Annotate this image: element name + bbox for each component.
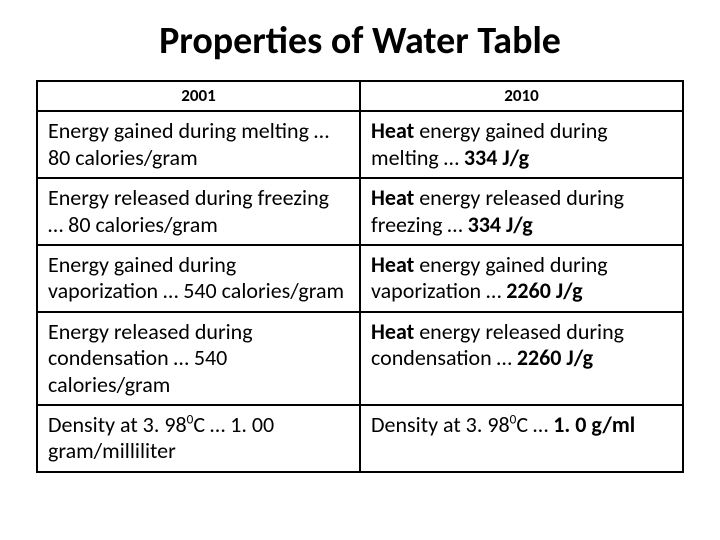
- cell-left: Energy released during freezing … 80 cal…: [37, 178, 360, 245]
- table-row: Density at 3. 980C … 1. 00 gram/millilit…: [37, 405, 683, 472]
- cell-right: Density at 3. 980C … 1. 0 g/ml: [360, 405, 683, 472]
- cell-right: Heat energy gained during vaporization ……: [360, 245, 683, 312]
- col-header-2001: 2001: [37, 81, 360, 111]
- properties-table: 2001 2010 Energy gained during melting ……: [36, 80, 684, 473]
- page-title: Properties of Water Table: [36, 18, 684, 64]
- cell-left: Energy gained during vaporization … 540 …: [37, 245, 360, 312]
- table-row: Energy gained during vaporization … 540 …: [37, 245, 683, 312]
- table-row: Energy released during condensation … 54…: [37, 312, 683, 405]
- col-header-2010: 2010: [360, 81, 683, 111]
- cell-left: Energy released during condensation … 54…: [37, 312, 360, 405]
- table-row: Energy released during freezing … 80 cal…: [37, 178, 683, 245]
- cell-left: Density at 3. 980C … 1. 00 gram/millilit…: [37, 405, 360, 472]
- cell-left: Energy gained during melting … 80 calori…: [37, 111, 360, 178]
- table-row: Energy gained during melting … 80 calori…: [37, 111, 683, 178]
- cell-right: Heat energy released during condensation…: [360, 312, 683, 405]
- cell-right: Heat energy gained during melting … 334 …: [360, 111, 683, 178]
- cell-right: Heat energy released during freezing … 3…: [360, 178, 683, 245]
